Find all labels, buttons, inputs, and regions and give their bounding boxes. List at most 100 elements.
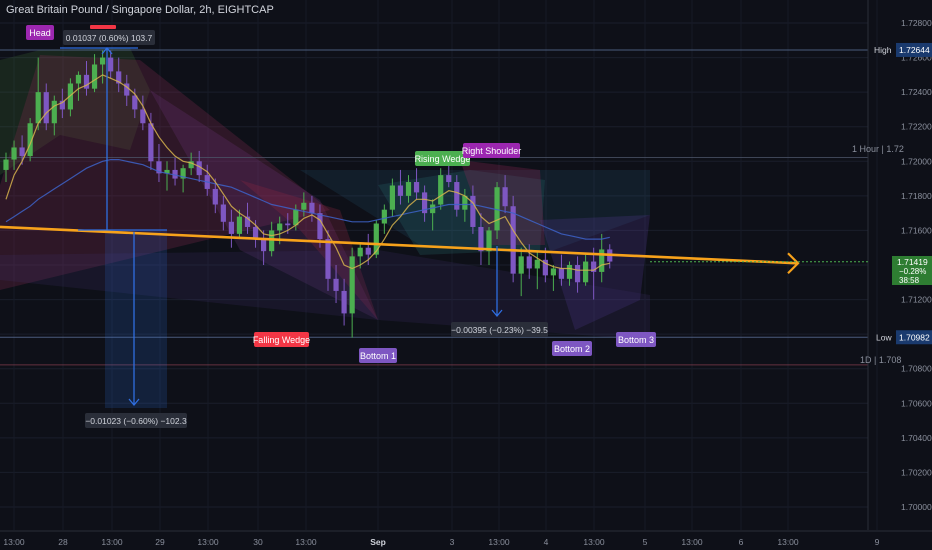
bottom3-label: Bottom 3 (618, 335, 654, 345)
falling-wedge-label: Falling Wedge (253, 335, 310, 345)
candle-body (293, 209, 299, 226)
lower-band-shading (0, 250, 650, 340)
candle-body (518, 256, 524, 274)
candle (558, 254, 565, 286)
candle (301, 192, 307, 217)
candle-body (357, 247, 363, 257)
high-badge (896, 42, 932, 57)
time-tick-label: 13:00 (197, 537, 219, 547)
head-shading (0, 48, 150, 175)
candle-body (317, 213, 323, 240)
candle-body (510, 206, 516, 274)
red-marker (90, 25, 116, 29)
candle (486, 226, 492, 265)
high-value: 1.72644 (899, 45, 930, 55)
candle (11, 140, 17, 170)
candle (27, 118, 33, 162)
low-badge (896, 330, 932, 345)
candle-body (3, 159, 9, 170)
candle (381, 204, 387, 234)
candle-body (413, 182, 420, 193)
candle (599, 233, 605, 283)
trendline (0, 225, 799, 265)
time-tick-label: 9 (875, 537, 880, 547)
rising-wedge-label: Rising Wedge (415, 154, 471, 164)
candle-body (91, 64, 98, 89)
candle (462, 188, 468, 222)
price-tick-label: 1.70400 (901, 433, 932, 443)
hour-note: 1 Hour | 1.72 (852, 144, 904, 154)
candle-body (381, 209, 387, 224)
day-note: 1D | 1.708 (860, 355, 902, 365)
candle-body (397, 185, 404, 196)
candle (591, 247, 597, 300)
candle (261, 230, 267, 265)
current-price: 1.71419 (897, 257, 928, 267)
candle (309, 195, 315, 222)
candle (124, 74, 130, 106)
candle-body (180, 168, 186, 179)
time-tick-label: 13:00 (295, 537, 317, 547)
candle-body (574, 265, 581, 283)
time-tick-label: 5 (643, 537, 648, 547)
candle (341, 278, 347, 326)
candle-body (156, 161, 162, 174)
candle (43, 83, 49, 131)
candle-body (349, 256, 355, 314)
candle-body (261, 239, 267, 252)
candle-body (325, 239, 331, 279)
price-tick-label: 1.70200 (901, 467, 932, 477)
candle-body (172, 169, 178, 179)
candle-body (75, 74, 82, 84)
candle (397, 169, 404, 205)
price-tick-label: 1.72600 (901, 53, 932, 63)
measure1-label-box (63, 30, 155, 45)
candle-body (188, 161, 194, 169)
time-tick-label: 13:00 (3, 537, 25, 547)
low-value: 1.70982 (899, 332, 930, 342)
candle-body (301, 202, 307, 210)
candle-body (502, 187, 508, 207)
candle-body (277, 223, 283, 231)
time-tick-label: Sep (370, 537, 386, 547)
candles-layer (3, 50, 613, 338)
candle (325, 230, 331, 291)
time-tick-label: 29 (155, 537, 165, 547)
candle (574, 256, 581, 293)
candle-body (365, 247, 371, 255)
candle-body (285, 223, 291, 226)
candle (293, 204, 299, 231)
bottom3-label-box (616, 332, 656, 347)
measure3-label: −0.00395 (−0.23%) −39.5 (451, 325, 548, 335)
candle (59, 88, 65, 119)
wedge-red-shading (240, 180, 378, 320)
candle-body (108, 57, 114, 72)
bottom2-label: Bottom 2 (554, 344, 590, 354)
bottom2-label-box (552, 341, 592, 356)
candle (180, 164, 186, 193)
candle-body (309, 202, 315, 214)
candle-body (542, 259, 548, 276)
current-countdown: 38:58 (899, 276, 920, 285)
high-label: High (874, 45, 892, 55)
candle-body (228, 221, 234, 234)
candle (164, 161, 170, 191)
candle (116, 57, 122, 93)
chart-title: Great Britain Pound / Singapore Dollar, … (6, 4, 274, 16)
measure-arrow-down-head (128, 398, 140, 407)
candle-body (244, 216, 251, 227)
candle-body (341, 290, 347, 314)
candle-body (19, 147, 25, 157)
candle (510, 195, 516, 283)
candle-body (430, 204, 436, 214)
falling-wedge-shading (150, 90, 378, 320)
rising-wedge-label-box (415, 151, 470, 166)
candle-body (164, 169, 170, 174)
price-tick-label: 1.72400 (901, 87, 932, 97)
candle (566, 261, 573, 286)
candle (3, 152, 9, 183)
price-tick-label: 1.70000 (901, 502, 932, 512)
candle (438, 168, 444, 210)
